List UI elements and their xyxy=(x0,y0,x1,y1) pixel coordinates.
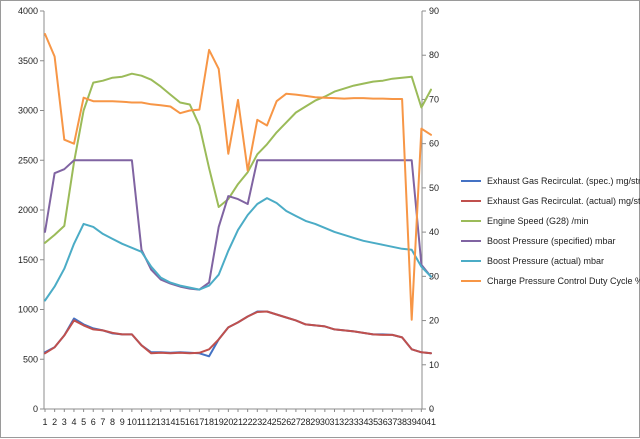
right-tick-label: 60 xyxy=(429,139,439,149)
right-tick-label: 0 xyxy=(429,404,434,414)
x-tick-label: 11 xyxy=(137,417,146,427)
series-line-boost-pressure-actual-mbar xyxy=(44,197,432,302)
left-tick-label: 1500 xyxy=(18,255,38,265)
left-tick-label: 500 xyxy=(23,354,38,364)
right-tick-label: 40 xyxy=(429,227,439,237)
right-tick-label: 50 xyxy=(429,183,439,193)
right-tick-label: 20 xyxy=(429,316,439,326)
x-tick-label: 20 xyxy=(223,417,233,427)
x-tick-label: 17 xyxy=(194,417,204,427)
left-tick-label: 2500 xyxy=(18,155,38,165)
x-tick-label: 15 xyxy=(175,417,185,427)
x-tick-label: 2 xyxy=(52,417,57,427)
series-line-exhaust-gas-recirculat-actual-mg-str xyxy=(44,310,432,355)
left-tick-label: 3000 xyxy=(18,106,38,116)
series-line-boost-pressure-specified-mbar xyxy=(44,159,432,291)
legend-label: Boost Pressure (specified) mbar xyxy=(487,236,616,246)
x-axis: 1 2 3 4 5 6 7 8 9 10 11 12 13 14 15 16 17 18 19 20 21 22 23 24 2… xyxy=(42,408,436,427)
x-tick-label: 9 xyxy=(120,417,125,427)
right-tick-label: 80 xyxy=(429,50,439,60)
x-tick-label: 30 xyxy=(320,417,330,427)
x-tick-label: 18 xyxy=(204,417,214,427)
x-tick-label: 13 xyxy=(156,417,166,427)
x-tick-label: 22 xyxy=(243,417,253,427)
x-tick-label: 40 xyxy=(416,417,426,427)
plot-series xyxy=(44,33,432,358)
legend-label: Exhaust Gas Recirculat. (spec.) mg/str xyxy=(487,176,640,186)
x-tick-label: 16 xyxy=(185,417,195,427)
series-line-charge-pressure-control-duty-cycle xyxy=(44,33,432,321)
x-tick-label: 19 xyxy=(214,417,224,427)
legend-label: Engine Speed (G28) /min xyxy=(487,216,589,226)
x-tick-label: 31 xyxy=(329,417,339,427)
left-tick-label: 0 xyxy=(33,404,38,414)
left-tick-label: 2000 xyxy=(18,205,38,215)
legend-label: Boost Pressure (actual) mbar xyxy=(487,256,604,266)
x-tick-label: 37 xyxy=(387,417,397,427)
left-tick-label: 3500 xyxy=(18,56,38,66)
x-tick-label: 36 xyxy=(378,417,388,427)
x-tick-label: 21 xyxy=(233,417,243,427)
x-tick-label: 6 xyxy=(91,417,96,427)
x-tick-label: 25 xyxy=(272,417,282,427)
x-tick-label: 3 xyxy=(62,417,67,427)
x-tick-label: 32 xyxy=(339,417,349,427)
x-tick-label: 28 xyxy=(301,417,311,427)
x-tick-label: 39 xyxy=(407,417,417,427)
right-tick-label: 70 xyxy=(429,94,439,104)
series-line-engine-speed-g28-min xyxy=(44,72,432,244)
x-tick-label: 5 xyxy=(81,417,86,427)
x-tick-label: 1 xyxy=(42,417,47,427)
legend: Exhaust Gas Recirculat. (spec.) mg/str Ex… xyxy=(461,176,640,286)
legend-label: Exhaust Gas Recirculat. (actual) mg/str xyxy=(487,196,640,206)
x-tick-label: 8 xyxy=(110,417,115,427)
x-tick-label: 4 xyxy=(71,417,76,427)
x-tick-label: 24 xyxy=(262,417,272,427)
x-tick-label: 12 xyxy=(146,417,156,427)
x-tick-label: 29 xyxy=(310,417,320,427)
left-tick-label: 4000 xyxy=(18,6,38,16)
x-tick-label: 34 xyxy=(358,417,368,427)
x-tick-label: 35 xyxy=(368,417,378,427)
legend-label: Charge Pressure Control Duty Cycle % xyxy=(487,276,640,286)
left-axis: 0 500 1000 1500 2000 2500 3000 3500 4000 xyxy=(18,6,45,414)
right-tick-label: 30 xyxy=(429,271,439,281)
x-tick-label: 14 xyxy=(165,417,175,427)
right-axis: 0 10 20 30 40 50 60 70 80 90 xyxy=(421,6,439,414)
x-tick-label: 26 xyxy=(281,417,291,427)
x-tick-label: 41 xyxy=(426,417,436,427)
x-tick-label: 7 xyxy=(100,417,105,427)
right-tick-label: 90 xyxy=(429,6,439,16)
left-tick-label: 1000 xyxy=(18,305,38,315)
x-tick-label: 27 xyxy=(291,417,301,427)
x-tick-label: 38 xyxy=(397,417,407,427)
x-tick-label: 10 xyxy=(127,417,137,427)
x-tick-label: 33 xyxy=(349,417,359,427)
right-tick-label: 10 xyxy=(429,360,439,370)
x-tick-label: 23 xyxy=(252,417,262,427)
